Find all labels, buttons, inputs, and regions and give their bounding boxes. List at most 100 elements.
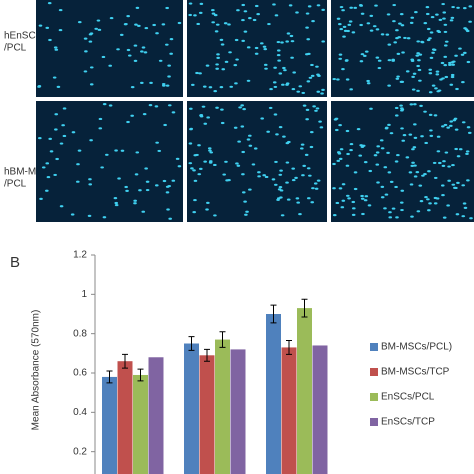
cell-nucleus [301, 174, 305, 177]
cell-nucleus [314, 109, 318, 112]
cell-nucleus [466, 126, 471, 129]
cell-nucleus [109, 16, 114, 20]
cell-nucleus [346, 152, 350, 156]
cell-nucleus [375, 28, 380, 31]
cell-nucleus [336, 159, 341, 162]
cell-nucleus [220, 43, 225, 46]
cell-nucleus [415, 171, 420, 174]
cell-nucleus [298, 213, 302, 216]
cell-nucleus [59, 142, 64, 145]
cell-nucleus [455, 87, 459, 91]
cell-nucleus [224, 160, 228, 163]
cell-nucleus [205, 64, 210, 67]
cell-nucleus [339, 5, 344, 9]
cell-nucleus [379, 139, 384, 142]
cell-nucleus [260, 117, 264, 120]
cell-nucleus [413, 103, 417, 106]
cell-nucleus [271, 178, 276, 181]
cell-nucleus [286, 32, 291, 35]
cell-nucleus [213, 163, 217, 167]
cell-nucleus [341, 183, 346, 186]
cell-nucleus [398, 22, 402, 25]
cell-nucleus [344, 59, 349, 62]
cell-nucleus [257, 175, 261, 178]
cell-nucleus [394, 160, 399, 163]
cell-nucleus [430, 15, 435, 19]
cell-nucleus [360, 53, 365, 56]
y-tick-label: 1 [81, 289, 87, 300]
cell-nucleus [468, 5, 473, 8]
cell-nucleus [441, 164, 446, 167]
cell-nucleus [396, 52, 401, 56]
cell-nucleus [114, 201, 119, 205]
cell-nucleus [306, 80, 311, 83]
cell-nucleus [442, 11, 447, 14]
cell-nucleus [157, 149, 162, 153]
cell-nucleus [389, 132, 394, 135]
cell-nucleus [127, 54, 132, 57]
cell-nucleus [429, 134, 434, 138]
cell-nucleus [461, 81, 465, 84]
cell-nucleus [61, 124, 65, 127]
cell-nucleus [83, 70, 88, 73]
cell-nucleus [428, 68, 433, 71]
cell-nucleus [335, 201, 340, 205]
cell-nucleus [295, 11, 299, 14]
cell-nucleus [133, 44, 138, 47]
cell-nucleus [262, 45, 267, 48]
cell-nucleus [351, 200, 356, 204]
cell-nucleus [420, 135, 424, 138]
cell-nucleus [428, 113, 433, 116]
cell-nucleus [280, 41, 284, 44]
cell-nucleus [241, 39, 245, 42]
cell-nucleus [56, 85, 61, 88]
cell-nucleus [291, 167, 295, 170]
cell-nucleus [276, 197, 281, 200]
cell-nucleus [54, 128, 58, 131]
cell-nucleus [334, 128, 339, 132]
cell-nucleus [98, 127, 103, 130]
cell-nucleus [400, 127, 404, 130]
cell-nucleus [192, 169, 196, 172]
cell-nucleus [307, 5, 312, 8]
cell-nucleus [314, 187, 319, 190]
cell-nucleus [458, 148, 463, 151]
error-bar [204, 348, 210, 362]
error-bar [122, 353, 128, 369]
cell-nucleus [465, 29, 470, 33]
cell-nucleus [433, 202, 438, 205]
cell-nucleus [395, 216, 399, 219]
cell-nucleus [467, 131, 472, 134]
cell-nucleus [113, 197, 118, 200]
cell-nucleus [55, 157, 59, 161]
micrograph [36, 101, 183, 222]
cell-nucleus [454, 147, 458, 151]
cell-nucleus [125, 189, 129, 193]
legend-label: EnSCs/PCL [381, 392, 435, 403]
cell-nucleus [119, 33, 124, 37]
cell-nucleus [205, 208, 209, 211]
cell-nucleus [446, 126, 450, 129]
cell-nucleus [165, 6, 169, 10]
cell-nucleus [133, 199, 137, 202]
cell-nucleus [171, 111, 176, 114]
cell-nucleus [198, 72, 202, 75]
cell-nucleus [257, 171, 261, 174]
cell-nucleus [202, 85, 207, 88]
cell-nucleus [300, 143, 305, 146]
cell-nucleus [312, 105, 316, 108]
cell-nucleus [54, 48, 59, 51]
bar [199, 355, 215, 474]
cell-nucleus [243, 10, 248, 13]
cell-nucleus [366, 22, 371, 25]
cell-nucleus [124, 22, 128, 26]
cell-nucleus [155, 141, 159, 144]
cell-nucleus [465, 150, 470, 153]
y-tick-label: 0.8 [73, 328, 87, 339]
bar [281, 347, 297, 474]
cell-nucleus [423, 172, 427, 176]
cell-nucleus [319, 126, 324, 129]
cell-nucleus [336, 78, 340, 81]
cell-nucleus [54, 113, 59, 116]
cell-nucleus [75, 180, 80, 183]
